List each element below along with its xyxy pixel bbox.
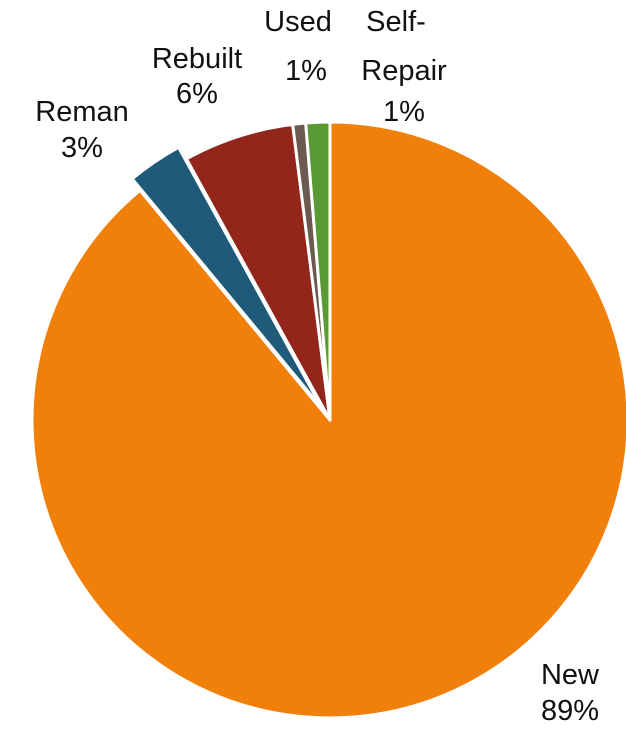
labels-layer: New 89% Reman 3% Rebuilt 6% Used 1% Self… xyxy=(35,6,600,727)
slice-value-self-repair: 1% xyxy=(383,96,425,128)
pie-slice-reman xyxy=(130,145,324,410)
slice-label-new: New xyxy=(541,659,600,691)
slices-layer xyxy=(30,120,626,720)
slice-label-reman: Reman xyxy=(35,96,129,128)
slice-value-used: 1% xyxy=(285,55,327,87)
slice-label-rebuilt: Rebuilt xyxy=(152,43,242,75)
slice-value-new: 89% xyxy=(541,695,599,727)
slice-label-self-repair-2: Repair xyxy=(361,55,447,87)
slice-value-reman: 3% xyxy=(61,132,103,164)
slice-value-rebuilt: 6% xyxy=(176,78,218,110)
slice-label-self-repair-1: Self- xyxy=(366,6,426,38)
slice-label-used: Used xyxy=(264,6,332,38)
pie-slice-self-repair xyxy=(304,120,332,422)
